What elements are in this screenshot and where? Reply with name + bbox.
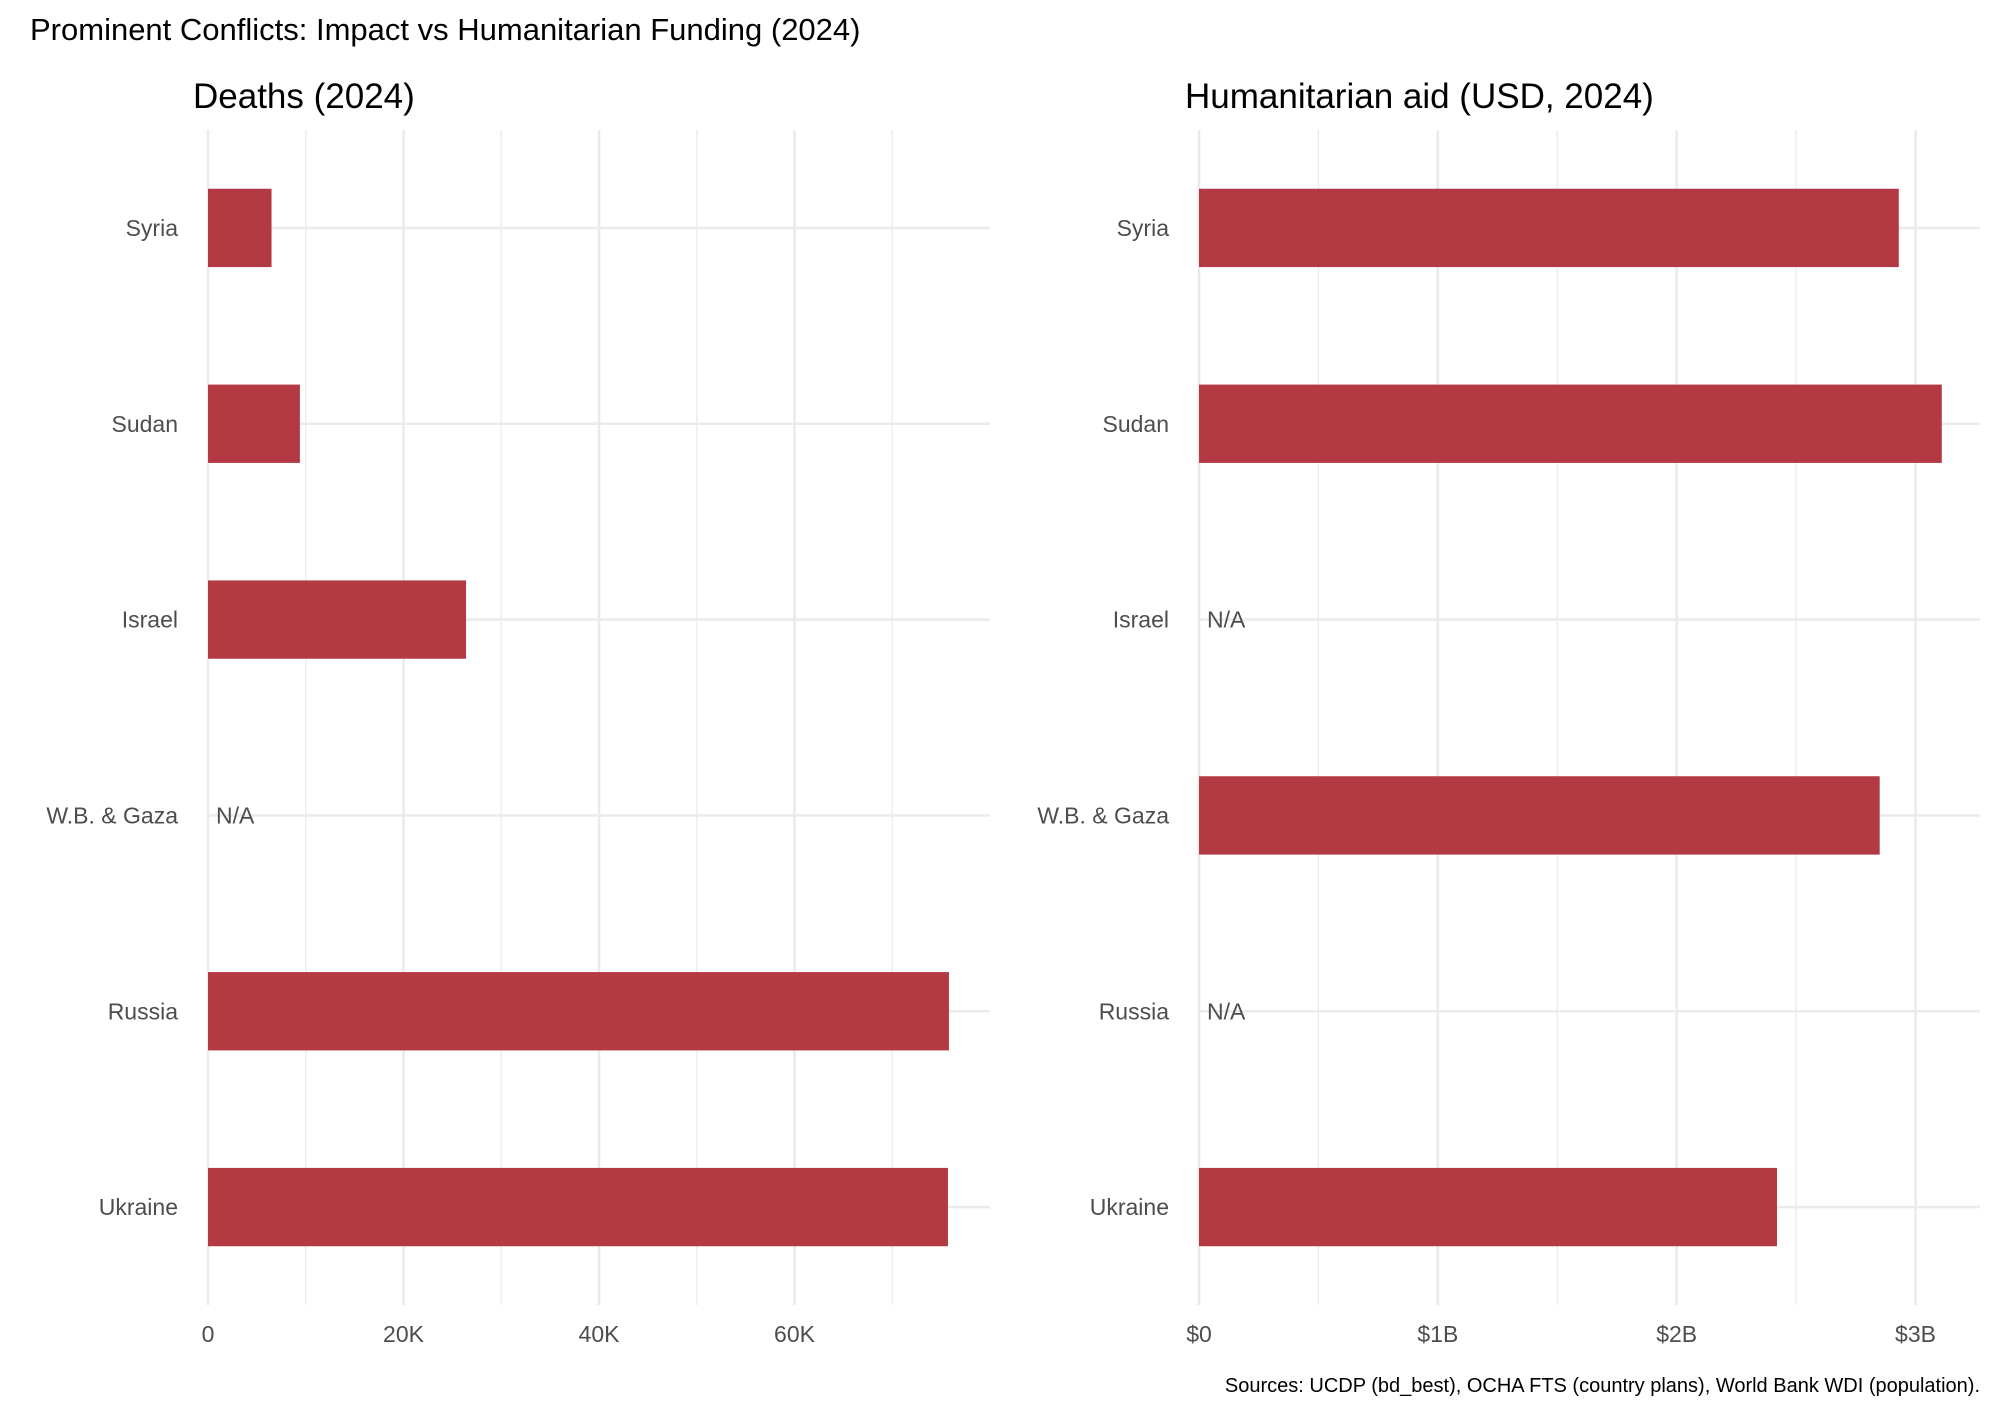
- y-tick-label-syria: Syria: [1117, 215, 1170, 241]
- bar-ukraine: [208, 1167, 948, 1247]
- bar-syria: [208, 188, 272, 268]
- figure-title: Prominent Conflicts: Impact vs Humanitar…: [30, 12, 860, 47]
- bar-syria: [1199, 188, 1899, 268]
- y-tick-label-w-b-gaza: W.B. & Gaza: [1037, 802, 1169, 828]
- bar-sudan: [208, 384, 300, 463]
- x-tick-label: $0: [1186, 1321, 1212, 1347]
- y-tick-label-sudan: Sudan: [111, 411, 178, 437]
- x-tick-label: 0: [202, 1321, 215, 1347]
- bar-w-b-gaza: [1199, 776, 1880, 855]
- y-tick-label-israel: Israel: [122, 607, 178, 633]
- panel-1: Deaths (2024) Syria Sudan Israel W.B. & Gaza…: [46, 77, 990, 1347]
- bar-russia: [208, 972, 949, 1051]
- na-label-w-b-gaza: N/A: [216, 802, 255, 828]
- y-tick-label-w-b-gaza: W.B. & Gaza: [46, 802, 178, 828]
- x-tick-label: $1B: [1417, 1321, 1458, 1347]
- x-tick-label: $3B: [1895, 1321, 1936, 1347]
- x-tick-label: $2B: [1656, 1321, 1697, 1347]
- bar-sudan: [1199, 384, 1942, 463]
- bar-israel: [208, 580, 467, 659]
- y-tick-label-ukraine: Ukraine: [99, 1194, 178, 1220]
- x-tick-label: 60K: [774, 1321, 816, 1347]
- bar-ukraine: [1199, 1167, 1777, 1247]
- chart-panels: Deaths (2024) Syria Sudan Israel W.B. & Gaza…: [46, 77, 1980, 1347]
- panel-2: Humanitarian aid (USD, 2024) Syria Sudan Is…: [1037, 77, 1980, 1347]
- figure-caption: Sources: UCDP (bd_best), OCHA FTS (count…: [1225, 1375, 1980, 1397]
- y-tick-label-syria: Syria: [126, 215, 179, 241]
- x-tick-label: 20K: [383, 1321, 425, 1347]
- panel-title: Deaths (2024): [193, 77, 415, 116]
- na-label-russia: N/A: [1207, 998, 1246, 1024]
- y-tick-label-sudan: Sudan: [1102, 411, 1169, 437]
- y-tick-label-ukraine: Ukraine: [1090, 1194, 1169, 1220]
- panel-title: Humanitarian aid (USD, 2024): [1185, 77, 1654, 116]
- y-tick-label-russia: Russia: [108, 998, 179, 1024]
- y-tick-label-russia: Russia: [1099, 998, 1170, 1024]
- x-tick-label: 40K: [579, 1321, 621, 1347]
- y-tick-label-israel: Israel: [1113, 607, 1169, 633]
- na-label-israel: N/A: [1207, 607, 1246, 633]
